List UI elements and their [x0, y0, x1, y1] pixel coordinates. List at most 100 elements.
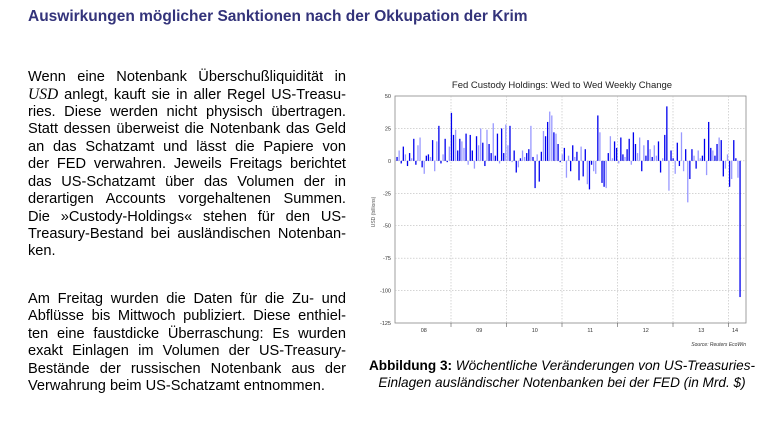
y-tick-label: 0	[388, 159, 391, 165]
chart-bar	[680, 132, 683, 161]
chart-bar	[603, 160, 605, 187]
chart-bar	[653, 145, 655, 161]
x-tick-label: 13	[698, 328, 704, 334]
chart-bar	[624, 156, 626, 161]
chart-bar	[569, 160, 572, 172]
chart-bar	[584, 149, 586, 161]
chart-bar	[599, 132, 601, 161]
chart-bar	[726, 154, 729, 161]
chart-bar	[595, 160, 597, 174]
chart-bar	[582, 160, 584, 177]
chart-bar	[532, 156, 534, 161]
text-line: Statt dessen überweist die Notenbank das…	[28, 121, 346, 138]
chart-bar	[737, 160, 739, 178]
chart-bar	[718, 137, 720, 161]
chart-title: Fed Custody Holdings: Wed to Wed Weekly …	[452, 80, 672, 91]
chart-bar	[622, 154, 624, 161]
chart-bar	[513, 150, 515, 161]
chart-bar	[448, 146, 450, 161]
chart-bar	[670, 150, 672, 161]
chart-bar	[561, 154, 563, 161]
chart-bar	[477, 145, 480, 161]
chart-bar	[553, 132, 555, 161]
chart-bar	[682, 160, 685, 172]
text-line: an das Schatzamt und lässt die Papiere v…	[28, 138, 346, 155]
chart-bar	[484, 160, 486, 167]
x-tick-label: 14	[732, 328, 738, 334]
chart-bar	[490, 153, 492, 161]
x-tick-label: 09	[476, 328, 482, 334]
chart-bar	[628, 138, 630, 161]
chart-bar	[480, 128, 482, 161]
chart-bar	[626, 149, 628, 161]
chart-bar	[454, 129, 457, 161]
text-line: ries. Diese werden nicht physisch übertr…	[28, 103, 346, 120]
y-tick-label: -125	[380, 321, 391, 327]
chart-bar	[517, 160, 520, 168]
chart-bar	[724, 160, 727, 169]
chart-bar	[400, 160, 402, 164]
y-tick-label: -100	[380, 289, 391, 295]
chart-bar	[406, 160, 409, 167]
chart-bar	[425, 155, 427, 161]
chart-bar	[544, 136, 547, 161]
chart-bar	[731, 160, 733, 180]
chart-bar	[482, 142, 484, 161]
chart-bar	[486, 129, 488, 161]
chart-bar	[431, 140, 434, 161]
chart-bar	[712, 150, 714, 161]
chart-bar	[519, 158, 522, 161]
chart-bar	[408, 153, 411, 161]
chart-bar	[567, 155, 570, 161]
chart-bar	[396, 156, 398, 161]
text-line: Bestände der russischen Notenbank aus de…	[28, 360, 346, 377]
chart-bar	[657, 141, 660, 161]
chart-bar	[473, 160, 476, 169]
chart-bar	[555, 133, 557, 161]
chart-bar	[632, 132, 635, 161]
chart-bar	[427, 154, 430, 161]
chart-bar	[668, 160, 670, 191]
body-paragraph-2: Am Freitag wurden die Daten für die Zu- …	[28, 291, 346, 396]
y-tick-label: -50	[383, 224, 391, 230]
text-line: Die »Custody-Holdings« stehen für den US…	[28, 208, 346, 225]
chart-bar	[523, 156, 526, 161]
chart-bar	[597, 115, 599, 161]
text-line: das US-Schatzamt über das Volumen der in	[28, 173, 346, 190]
chart-bar	[419, 137, 421, 161]
chart-bar	[659, 160, 662, 173]
chart-bar	[465, 133, 467, 161]
chart-bar	[630, 160, 632, 165]
chart-bar	[609, 136, 612, 161]
chart-bar	[503, 153, 505, 161]
chart-bar	[526, 153, 528, 161]
chart-bar	[618, 160, 620, 164]
chart-bar	[402, 146, 404, 161]
chart-bar	[607, 153, 609, 161]
chart-bar	[689, 160, 691, 180]
body-paragraph-1: Wenn eine Notenbank Überschußliquidität …	[28, 69, 346, 261]
chart-bar	[515, 160, 517, 173]
chart-bar	[735, 158, 737, 161]
chart-bar	[471, 150, 473, 161]
chart-bar	[590, 160, 593, 165]
caption-label: Abbildung 3:	[368, 358, 453, 373]
chart-bar	[534, 160, 536, 189]
text-line: Am Freitag wurden die Daten für die Zu- …	[28, 291, 346, 307]
chart-bar	[714, 155, 716, 161]
chart-bar	[563, 147, 566, 161]
chart-bar	[540, 151, 543, 161]
chart-bar	[655, 155, 658, 161]
chart-bar	[672, 158, 674, 161]
chart-bar	[651, 156, 653, 161]
chart-bar	[438, 125, 440, 161]
text-line: Treasury-Bestand bei ausländischen Noten…	[28, 225, 346, 242]
text-line: der FED verwahren. Jeweils Freitags beri…	[28, 156, 346, 173]
chart-bar	[664, 134, 666, 161]
y-tick-label: -75	[383, 256, 391, 262]
chart-bar	[733, 140, 735, 161]
chart-bar	[674, 160, 676, 174]
chart-bar	[634, 143, 637, 161]
chart-bar	[616, 147, 618, 161]
chart-bar	[500, 128, 503, 161]
